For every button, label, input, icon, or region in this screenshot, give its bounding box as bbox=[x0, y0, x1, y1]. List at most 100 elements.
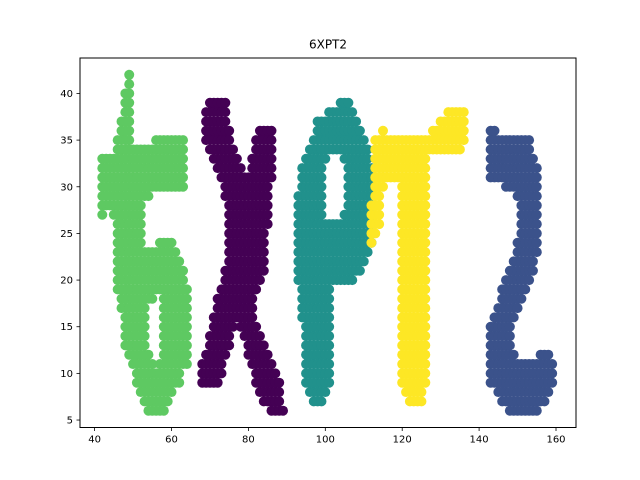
x-tick-label: 120 bbox=[393, 435, 412, 446]
chart-title: 6XPT2 bbox=[309, 38, 347, 52]
scatter-point bbox=[178, 265, 189, 276]
scatter-point bbox=[258, 265, 269, 276]
scatter-point bbox=[531, 405, 542, 416]
scatter-point bbox=[124, 88, 135, 99]
scatter-point bbox=[174, 368, 185, 379]
scatter-point bbox=[366, 237, 377, 248]
scatter-point bbox=[516, 293, 527, 304]
scatter-point bbox=[181, 284, 192, 295]
scatter-point bbox=[316, 163, 327, 174]
scatter-point bbox=[139, 303, 150, 314]
scatter-point bbox=[358, 256, 369, 267]
scatter-point bbox=[216, 368, 227, 379]
scatter-point bbox=[343, 97, 354, 108]
scatter-point bbox=[527, 265, 538, 276]
scatter-point bbox=[531, 209, 542, 220]
scatter-point bbox=[124, 135, 135, 146]
scatter-point bbox=[316, 181, 327, 192]
scatter-point bbox=[181, 293, 192, 304]
scatter-point bbox=[220, 107, 231, 118]
scatter-point bbox=[420, 303, 431, 314]
scatter-point bbox=[266, 153, 277, 164]
scatter-point bbox=[531, 219, 542, 230]
y-tick-label: 20 bbox=[60, 276, 73, 287]
scatter-point bbox=[258, 247, 269, 258]
scatter-point bbox=[174, 377, 185, 388]
scatter-point bbox=[316, 396, 327, 407]
scatter-point bbox=[262, 349, 273, 360]
scatter-point bbox=[420, 275, 431, 286]
scatter-point bbox=[224, 340, 235, 351]
scatter-point bbox=[508, 312, 519, 323]
scatter-point bbox=[262, 219, 273, 230]
scatter-point bbox=[124, 69, 135, 80]
scatter-point bbox=[135, 200, 146, 211]
scatter-point bbox=[531, 172, 542, 183]
scatter-point bbox=[258, 256, 269, 267]
scatter-point bbox=[139, 331, 150, 342]
scatter-point bbox=[324, 312, 335, 323]
scatter-point bbox=[139, 312, 150, 323]
scatter-point bbox=[181, 321, 192, 332]
scatter-point bbox=[220, 116, 231, 127]
scatter-point bbox=[124, 107, 135, 118]
y-tick-label: 10 bbox=[60, 369, 73, 380]
scatter-point bbox=[524, 144, 535, 155]
y-tick-label: 30 bbox=[60, 182, 73, 193]
scatter-point bbox=[420, 209, 431, 220]
scatter-point bbox=[362, 247, 373, 258]
scatter-point bbox=[420, 247, 431, 258]
scatter-point bbox=[324, 349, 335, 360]
y-tick-label: 35 bbox=[60, 136, 73, 147]
scatter-point bbox=[224, 331, 235, 342]
scatter-point bbox=[547, 377, 558, 388]
scatter-point bbox=[224, 135, 235, 146]
scatter-point bbox=[543, 387, 554, 398]
scatter-point bbox=[158, 405, 169, 416]
scatter-point bbox=[162, 396, 173, 407]
scatter-point bbox=[258, 237, 269, 248]
scatter-point bbox=[420, 181, 431, 192]
scatter-point bbox=[504, 340, 515, 351]
scatter-point bbox=[420, 219, 431, 230]
scatter-point bbox=[531, 247, 542, 258]
scatter-point bbox=[374, 209, 385, 220]
scatter-point bbox=[420, 377, 431, 388]
points-layer bbox=[97, 69, 558, 416]
scatter-point bbox=[420, 256, 431, 267]
scatter-point bbox=[377, 125, 388, 136]
scatter-point bbox=[420, 340, 431, 351]
scatter-point bbox=[458, 135, 469, 146]
scatter-point bbox=[420, 368, 431, 379]
scatter-point bbox=[247, 293, 258, 304]
scatter-point bbox=[316, 209, 327, 220]
y-tick-label: 25 bbox=[60, 229, 73, 240]
scatter-point bbox=[420, 228, 431, 239]
scatter-point bbox=[504, 331, 515, 342]
scatter-point bbox=[458, 107, 469, 118]
scatter-point bbox=[166, 237, 177, 248]
scatter-point bbox=[324, 359, 335, 370]
scatter-point bbox=[420, 284, 431, 295]
scatter-point bbox=[178, 275, 189, 286]
scatter-point bbox=[362, 153, 373, 164]
scatter-point bbox=[489, 125, 500, 136]
scatter-point bbox=[224, 125, 235, 136]
x-axis: 40 60 80 100 120 140 160 bbox=[88, 427, 566, 446]
scatter-point bbox=[531, 191, 542, 202]
scatter-point bbox=[220, 349, 231, 360]
scatter-point bbox=[324, 293, 335, 304]
scatter-point bbox=[531, 228, 542, 239]
scatter-point bbox=[266, 144, 277, 155]
scatter-point bbox=[181, 340, 192, 351]
scatter-point bbox=[135, 237, 146, 248]
y-tick-label: 40 bbox=[60, 89, 73, 100]
scatter-point bbox=[354, 125, 365, 136]
scatter-point bbox=[262, 191, 273, 202]
scatter-point bbox=[220, 97, 231, 108]
scatter-point bbox=[178, 181, 189, 192]
scatter-point bbox=[170, 247, 181, 258]
scatter-point bbox=[420, 359, 431, 370]
scatter-point bbox=[124, 125, 135, 136]
scatter-point bbox=[543, 349, 554, 360]
